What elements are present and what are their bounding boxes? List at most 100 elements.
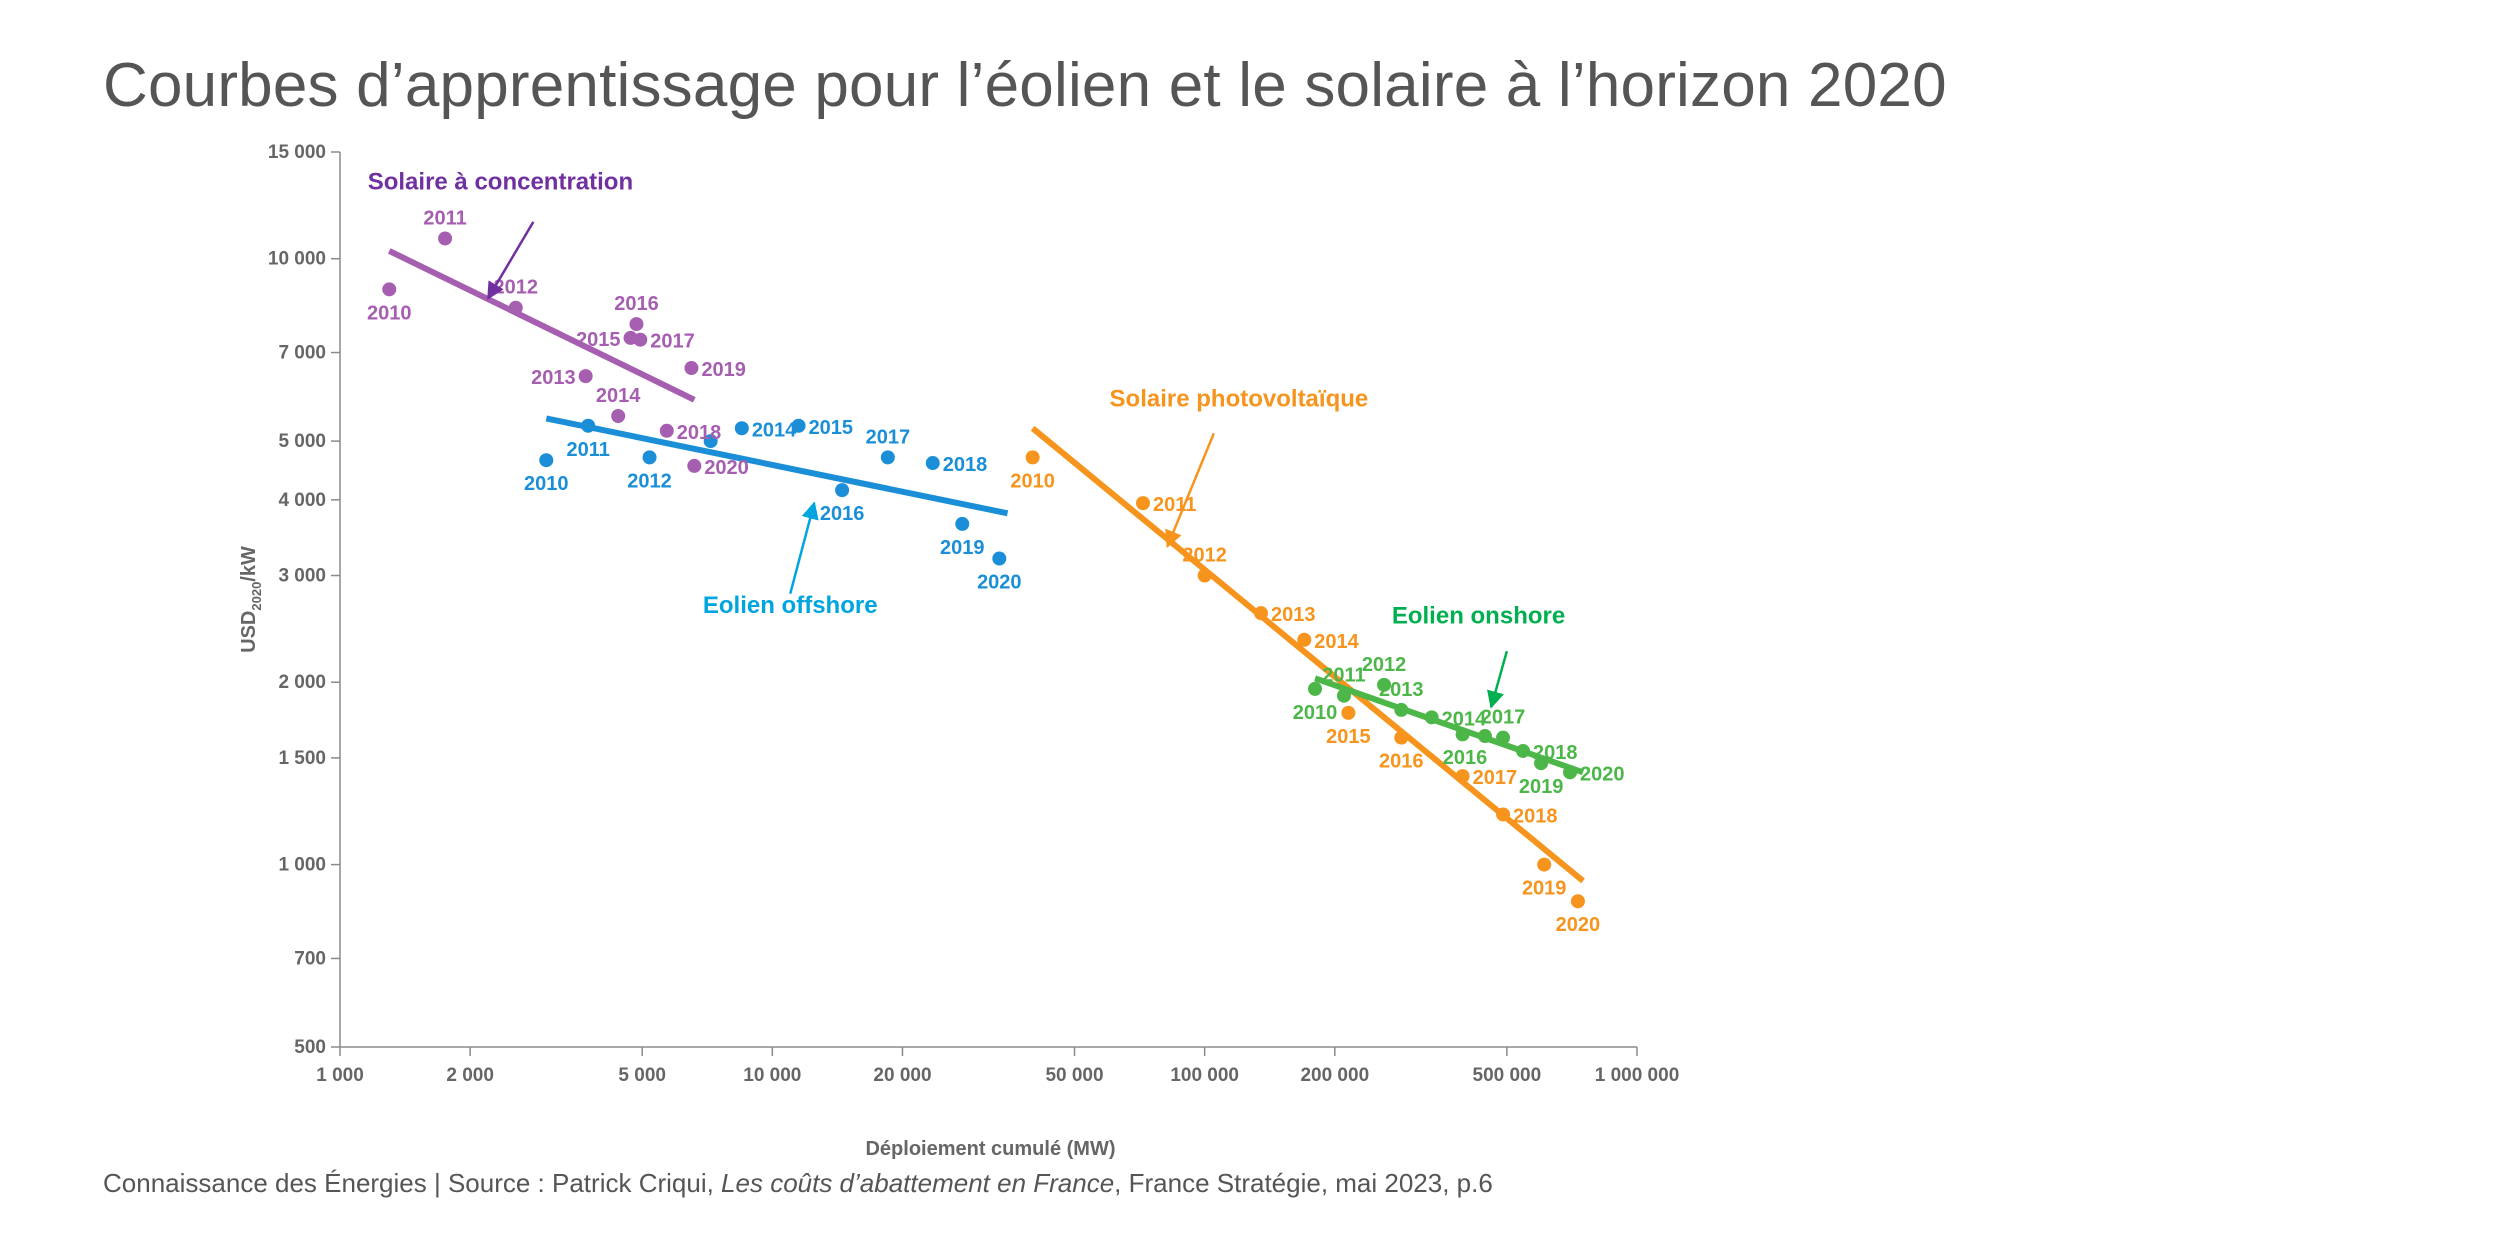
pv-label-2020: 2020 — [1556, 914, 1601, 936]
x-tick-label: 50 000 — [1045, 1065, 1103, 1086]
offshore-label-2016: 2016 — [820, 503, 865, 525]
pv-trend-line — [1030, 425, 1585, 884]
pv-label-2015: 2015 — [1326, 726, 1371, 748]
pv-label-2019: 2019 — [1522, 878, 1567, 900]
y-tick-label: 15 000 — [268, 142, 326, 163]
annotation-solaire-photovoltaique: Solaire photovoltaïque — [1110, 386, 1369, 413]
csp-point-2018 — [659, 423, 674, 438]
onshore-point-2011 — [1336, 688, 1351, 703]
annotation-eolien-offshore: Eolien offshore — [703, 592, 878, 619]
offshore-point-2020 — [992, 551, 1007, 566]
csp-label-2012: 2012 — [494, 277, 539, 299]
offshore-label-2010: 2010 — [524, 473, 569, 495]
onshore-point-2012 — [1377, 677, 1392, 692]
pv-point-2020 — [1570, 894, 1585, 909]
y-tick-label: 7 000 — [278, 343, 326, 364]
pv-label-2010: 2010 — [1010, 470, 1055, 492]
pv-point-2012 — [1197, 568, 1212, 583]
y-tick-label: 500 — [294, 1037, 326, 1058]
offshore-point-2019 — [955, 516, 970, 531]
offshore-point-2012 — [642, 450, 657, 465]
y-axis-label-main: USD — [238, 611, 260, 653]
onshore-point-2019 — [1534, 756, 1549, 771]
csp-point-2019 — [684, 361, 699, 376]
point-labels: 2010201120122013201420152016201720182019… — [367, 207, 1625, 936]
onshore-trend-line — [1314, 675, 1584, 776]
x-tick-label: 100 000 — [1170, 1065, 1239, 1086]
csp-point-2016 — [629, 317, 644, 332]
x-axis-label: Déploiement cumulé (MW) — [865, 1138, 1115, 1160]
onshore-point-2013 — [1394, 702, 1409, 717]
pv-label-2017: 2017 — [1473, 767, 1518, 789]
pv-label-2013: 2013 — [1271, 604, 1316, 626]
offshore-point-2011 — [581, 418, 596, 433]
csp-label-2015: 2015 — [576, 329, 621, 351]
y-axis-label-sub: 2020 — [249, 582, 264, 611]
csp-point-2017 — [633, 332, 648, 347]
y-tick-label: 700 — [294, 948, 326, 969]
onshore-point-2017 — [1496, 730, 1511, 745]
offshore-point-2016 — [835, 483, 850, 498]
pv-label-2018: 2018 — [1513, 805, 1558, 827]
csp-point-2014 — [611, 409, 626, 424]
csp-point-2013 — [578, 369, 593, 384]
csp-label-2014: 2014 — [596, 385, 641, 407]
annotation-arrow-eolien-offshore — [789, 501, 819, 594]
y-tick-label: 10 000 — [268, 249, 326, 270]
pv-label-2016: 2016 — [1379, 751, 1424, 773]
pv-label-2011: 2011 — [1153, 494, 1196, 516]
onshore-label-2019: 2019 — [1519, 776, 1564, 798]
y-axis-label: USD2020/kW — [238, 546, 264, 653]
pv-point-2011 — [1135, 496, 1150, 511]
annotation-arrow-solaire-a-concentration — [486, 221, 535, 300]
csp-point-2010 — [382, 282, 397, 297]
x-tick-label: 1 000 — [316, 1065, 364, 1086]
onshore-label-2016: 2016 — [1443, 747, 1488, 769]
offshore-label-2017: 2017 — [866, 426, 911, 448]
onshore-label-2014: 2014 — [1442, 708, 1487, 730]
annotation-arrow-solaire-photovoltaique — [1165, 432, 1215, 549]
offshore-label-2018: 2018 — [943, 454, 988, 476]
annotation-solaire-a-concentration: Solaire à concentration — [368, 169, 633, 196]
pv-label-2014: 2014 — [1314, 631, 1359, 653]
chart-axes: 500 700 1 000 1 500 2 000 3 000 4 000 5 000 7 00… — [268, 142, 1679, 1086]
caption-publication-title: Les coûts d’abattement en France — [721, 1168, 1115, 1198]
pv-point-2016 — [1394, 730, 1409, 745]
offshore-point-2018 — [925, 456, 940, 471]
offshore-label-2011: 2011 — [566, 439, 609, 461]
offshore-point-2017 — [880, 450, 895, 465]
onshore-label-2017: 2017 — [1481, 707, 1526, 729]
x-tick-label: 20 000 — [873, 1065, 931, 1086]
annotation-eolien-onshore: Eolien onshore — [1392, 602, 1565, 629]
onshore-label-2011: 2011 — [1322, 665, 1365, 687]
onshore-point-2014 — [1424, 710, 1439, 725]
offshore-label-2020: 2020 — [977, 572, 1022, 594]
onshore-point-2018 — [1516, 743, 1531, 758]
csp-label-2011: 2011 — [423, 207, 466, 229]
pv-point-2013 — [1254, 606, 1269, 621]
x-tick-label: 10 000 — [743, 1065, 801, 1086]
y-tick-label: 2 000 — [278, 672, 326, 693]
onshore-label-2020: 2020 — [1580, 763, 1625, 785]
offshore-point-2010 — [539, 453, 554, 468]
offshore-label-2012: 2012 — [627, 470, 672, 492]
pv-point-2014 — [1297, 632, 1312, 647]
y-tick-label: 4 000 — [278, 490, 326, 511]
source-caption: Connaissance des Énergies | Source : Pat… — [103, 1168, 1493, 1199]
offshore-point-2015 — [791, 418, 806, 433]
pv-label-2012: 2012 — [1182, 545, 1227, 567]
page-title: Courbes d’apprentissage pour l’éolien et… — [103, 51, 1947, 120]
onshore-point-2010 — [1308, 681, 1323, 696]
csp-label-2019: 2019 — [701, 359, 746, 381]
csp-label-2017: 2017 — [650, 331, 695, 353]
onshore-point-2020 — [1563, 765, 1578, 780]
csp-label-2018: 2018 — [677, 422, 722, 444]
onshore-label-2013: 2013 — [1379, 679, 1424, 701]
csp-label-2020: 2020 — [704, 457, 749, 479]
offshore-point-2013 — [703, 434, 718, 449]
csp-point-2011 — [438, 231, 453, 246]
caption-suffix: , France Stratégie, mai 2023, p.6 — [1114, 1168, 1493, 1198]
y-tick-label: 5 000 — [278, 431, 326, 452]
pv-point-2017 — [1455, 769, 1470, 784]
